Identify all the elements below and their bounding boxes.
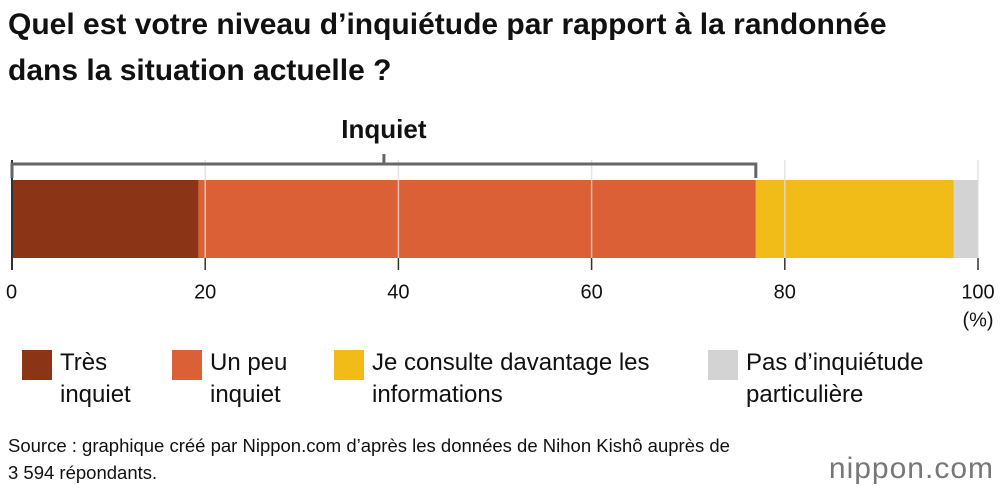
legend-swatch [22, 350, 52, 380]
logo: nippon.com [828, 452, 994, 485]
x-tick-label: 40 [387, 281, 409, 303]
source: Source : graphique créé par Nippon.com d… [8, 435, 730, 483]
bar-segment [953, 180, 978, 258]
legend-label: Pas d’inquiétude particulière [746, 349, 924, 408]
x-tick-label: 80 [774, 281, 796, 303]
legend-label: Un peu inquiet [210, 349, 288, 408]
bracket-label: Inquiet [341, 114, 427, 144]
legend-label: Je consulte davantage les informations [372, 349, 650, 408]
x-tick-label: 0 [6, 281, 17, 303]
legend-swatch [708, 350, 738, 380]
bar-segment [198, 180, 756, 258]
bracket [10, 154, 758, 178]
bar-segment [12, 180, 199, 258]
x-tick-label: 20 [194, 281, 216, 303]
x-tick-label: 60 [580, 281, 602, 303]
legend-label: Très inquiet [60, 349, 131, 408]
chart-title: Quel est votre niveau d’inquiétude par r… [8, 8, 887, 87]
bar-segment [755, 180, 954, 258]
x-tick-label: 100 [961, 281, 994, 303]
axis-unit: (%) [962, 309, 993, 331]
legend-swatch [334, 350, 364, 380]
legend-swatch [172, 350, 202, 380]
